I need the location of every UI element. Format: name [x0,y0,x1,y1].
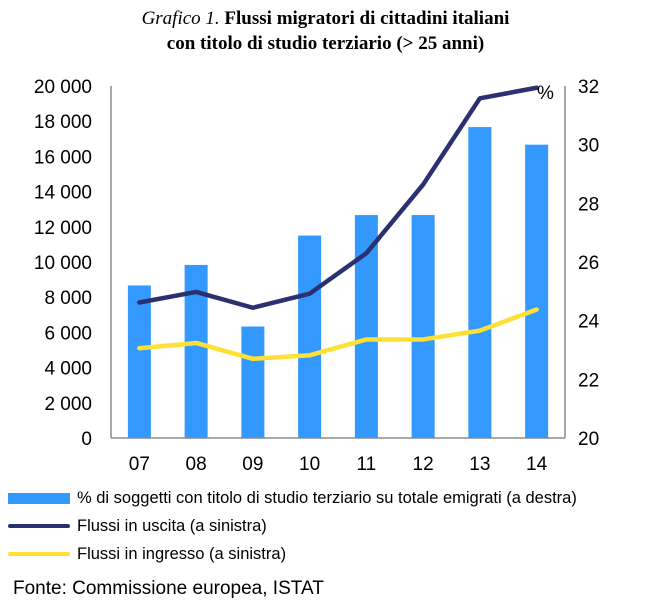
x-tick-label: 07 [129,454,150,475]
tick-labels: 0 2 000 4 000 6 000 8 000 10 000 12 000 14 000 1… [34,77,600,475]
title-line2: con titolo di studio terziario (> 25 ann… [166,33,485,54]
right-tick-label: 28 [578,194,599,215]
line-flussi-ingresso [137,307,539,362]
title-prefix: Grafico 1. [141,8,220,29]
legend-label-outflows: Flussi in uscita (a sinistra) [77,516,267,535]
line-flussi-uscita [137,85,539,311]
bar-series [127,127,549,439]
legend-item-inflows: Flussi in ingresso (a sinistra) [8,540,577,568]
bar-12 [411,215,435,438]
right-tick-label: 32 [578,77,599,98]
bar-14 [525,144,549,438]
legend: % di soggetti con titolo di studio terzi… [8,484,577,568]
bar-08 [184,264,208,438]
left-tick-label: 18 000 [34,112,92,133]
left-tick-label: 20 000 [34,77,92,98]
x-tick-label: 14 [526,454,548,475]
x-tick-label: 09 [242,454,263,475]
left-tick-label: 16 000 [34,147,92,168]
right-tick-label: 30 [578,136,599,157]
x-tick-label: 11 [357,454,377,475]
left-tick-label: 0 [81,429,92,450]
right-tick-label: 22 [578,370,599,391]
right-tick-label: 24 [578,312,600,333]
left-tick-label: 2 000 [44,394,92,415]
left-tick-label: 12 000 [34,218,92,239]
right-tick-label: 20 [578,429,599,450]
legend-item-bars: % di soggetti con titolo di studio terzi… [8,484,577,512]
x-tick-label: 08 [186,454,207,475]
legend-swatch-inflows [8,552,70,556]
bar-11 [354,215,378,438]
right-axis-unit: % [537,83,554,104]
x-tick-label: 10 [299,454,320,475]
plot-axes [110,86,566,439]
chart-plot: 0 2 000 4 000 6 000 8 000 10 000 12 000 14 000 1… [34,77,600,475]
left-tick-label: 8 000 [44,288,92,309]
legend-label-inflows: Flussi in ingresso (a sinistra) [77,544,287,563]
x-tick-label: 13 [469,454,490,475]
legend-item-outflows: Flussi in uscita (a sinistra) [8,512,577,540]
legend-swatch-bars [8,492,70,504]
title-line1: Flussi migratori di cittadini italiani [224,8,510,29]
bar-13 [468,127,492,439]
bar-10 [298,235,322,438]
chart-title: Grafico 1. Flussi migratori di cittadini… [0,6,651,56]
bar-07 [127,285,151,438]
x-tick-label: 12 [413,454,434,475]
source-note: Fonte: Commissione europea, ISTAT [13,578,324,599]
bar-09 [241,326,265,438]
legend-label-bars: % di soggetti con titolo di studio terzi… [77,488,577,507]
left-tick-label: 6 000 [44,323,92,344]
left-tick-label: 4 000 [44,359,92,380]
line-series [137,85,539,362]
right-tick-label: 26 [578,253,599,274]
left-tick-label: 14 000 [34,183,92,204]
left-tick-label: 10 000 [34,253,92,274]
legend-swatch-outflows [8,524,70,528]
